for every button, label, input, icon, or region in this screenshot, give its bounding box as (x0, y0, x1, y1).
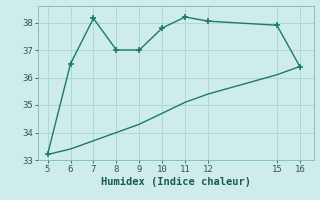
X-axis label: Humidex (Indice chaleur): Humidex (Indice chaleur) (101, 177, 251, 187)
